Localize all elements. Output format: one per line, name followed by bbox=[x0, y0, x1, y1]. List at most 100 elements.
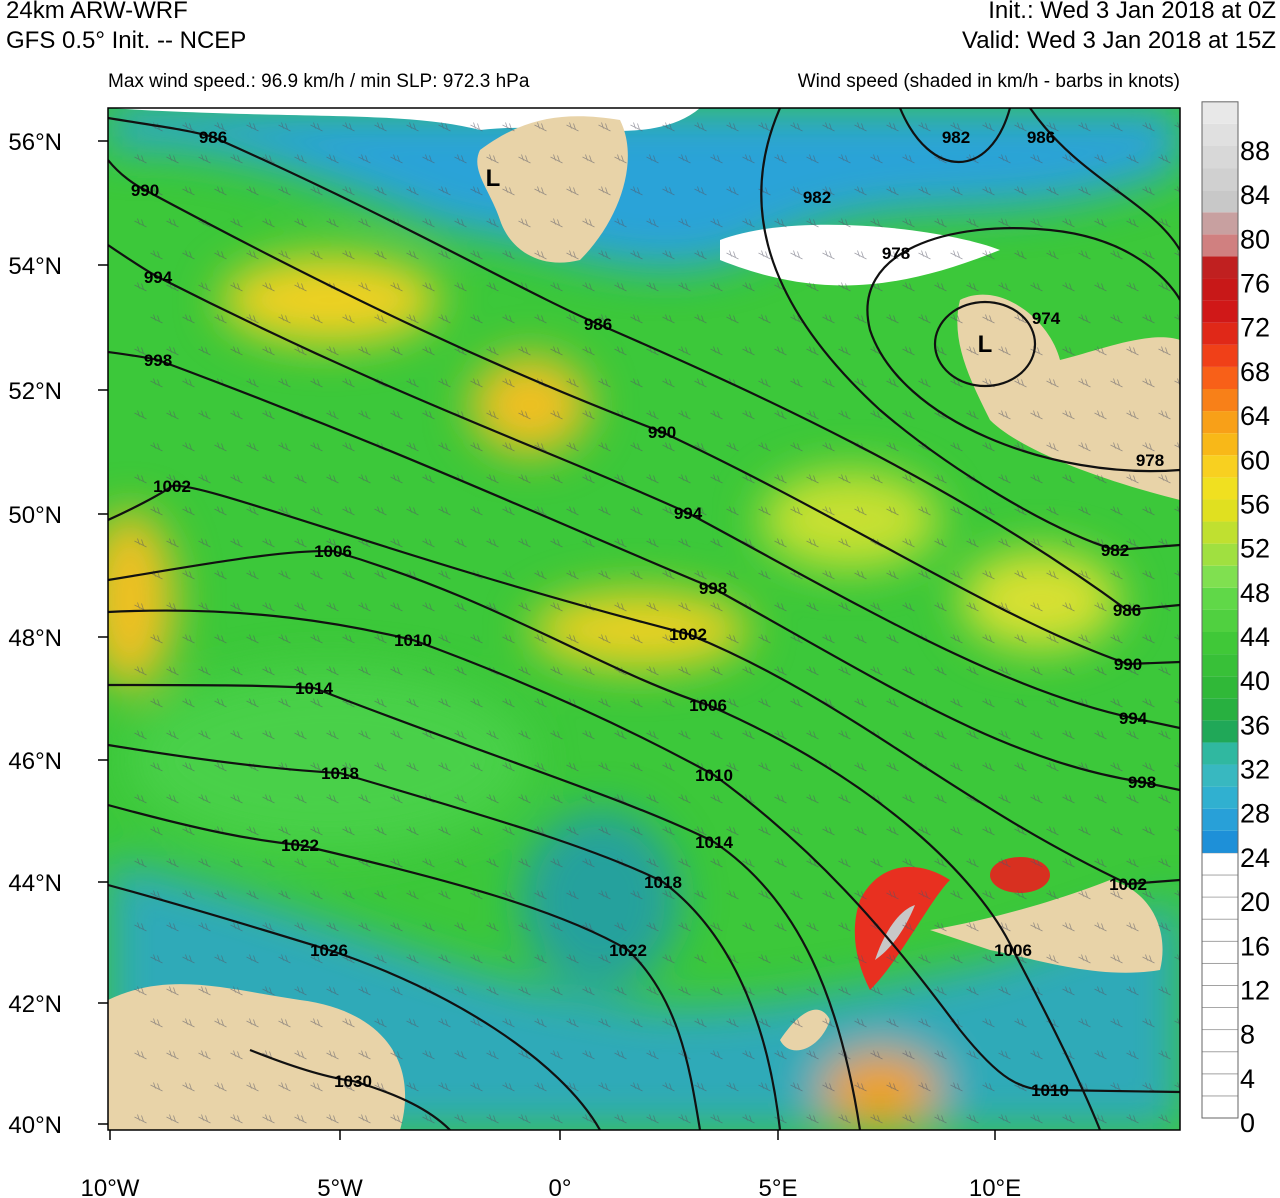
wind-barb bbox=[1046, 634, 1059, 644]
wind-barb bbox=[854, 378, 867, 388]
wind-barb bbox=[278, 250, 291, 260]
wind-barb bbox=[534, 506, 547, 516]
wind-barb bbox=[806, 666, 819, 676]
colorbar-swatch bbox=[1202, 676, 1238, 699]
wind-barb bbox=[1142, 1082, 1155, 1092]
wind-barb bbox=[358, 986, 371, 996]
wind-barb bbox=[678, 218, 691, 228]
isobar bbox=[108, 803, 702, 1130]
wind-barb bbox=[614, 602, 627, 612]
wind-barb bbox=[822, 890, 835, 900]
wind-barb bbox=[646, 794, 659, 804]
wind-barb bbox=[998, 602, 1011, 612]
wind-barb bbox=[886, 570, 899, 580]
wind-barb bbox=[278, 826, 291, 836]
wind-barb bbox=[934, 922, 947, 932]
wind-barb bbox=[630, 378, 643, 388]
wind-barb bbox=[742, 474, 755, 484]
wind-barb bbox=[134, 794, 147, 804]
wind-barb bbox=[310, 1082, 323, 1092]
wind-barb bbox=[710, 602, 723, 612]
wind-barb bbox=[294, 730, 307, 740]
wind-barb bbox=[630, 250, 643, 260]
isobar-label: 990 bbox=[648, 423, 676, 442]
wind-barb bbox=[230, 858, 243, 868]
wind-barb bbox=[358, 1114, 371, 1124]
wind-barb bbox=[1046, 954, 1059, 964]
wind-barb bbox=[742, 282, 755, 292]
wind-barb bbox=[278, 314, 291, 324]
wind-barb bbox=[790, 762, 803, 772]
wind-barb bbox=[150, 698, 163, 708]
wind-barb bbox=[390, 538, 403, 548]
isobar bbox=[108, 159, 1180, 666]
wind-barb bbox=[1014, 698, 1027, 708]
wind-barb bbox=[534, 762, 547, 772]
wind-barb bbox=[566, 570, 579, 580]
wind-barb bbox=[982, 570, 995, 580]
wind-barb bbox=[1126, 730, 1139, 740]
isobar-label: 990 bbox=[131, 181, 159, 200]
isobar bbox=[760, 108, 1180, 552]
wind-barb bbox=[790, 890, 803, 900]
wind-barb bbox=[870, 218, 883, 228]
wind-barb bbox=[758, 506, 771, 516]
colorbar-swatch bbox=[1201, 1073, 1239, 1097]
wind-barb bbox=[774, 218, 787, 228]
colorbar-swatch bbox=[1202, 256, 1238, 279]
wind-barb bbox=[470, 634, 483, 644]
wind-barb bbox=[1014, 250, 1027, 260]
wind-barb bbox=[550, 858, 563, 868]
wind-barb bbox=[886, 698, 899, 708]
wind-barb bbox=[262, 858, 275, 868]
wind-barb bbox=[710, 282, 723, 292]
wind-barb bbox=[438, 698, 451, 708]
colorbar-swatch bbox=[1202, 654, 1238, 677]
wind-barb bbox=[694, 186, 707, 196]
wind-barb bbox=[726, 1082, 739, 1092]
wind-barb bbox=[726, 186, 739, 196]
wind-barb bbox=[1174, 826, 1180, 833]
wind-barb bbox=[614, 986, 627, 996]
wind-barb bbox=[1078, 890, 1091, 900]
wind-barb bbox=[374, 762, 387, 772]
wind-barb bbox=[806, 538, 819, 548]
colorbar-label: 64 bbox=[1240, 401, 1270, 431]
wind-barb bbox=[502, 122, 515, 132]
wind-barb bbox=[998, 538, 1011, 548]
wind-barb bbox=[1062, 858, 1075, 868]
isobar-label: 1006 bbox=[689, 696, 727, 715]
wind-barb bbox=[182, 762, 195, 772]
wind-barb bbox=[1046, 570, 1059, 580]
wind-barb bbox=[310, 954, 323, 964]
wind-barb bbox=[742, 1114, 755, 1124]
wind-barb bbox=[870, 858, 883, 868]
wind-barb bbox=[374, 634, 387, 644]
wind-barb bbox=[726, 698, 739, 708]
wind-barb bbox=[678, 538, 691, 548]
wind-barb bbox=[422, 1114, 435, 1124]
wind-barb bbox=[758, 314, 771, 324]
wind-barb bbox=[294, 282, 307, 292]
wind-barb bbox=[550, 986, 563, 996]
wind-barb bbox=[838, 858, 851, 868]
wind-barb bbox=[870, 986, 883, 996]
wind-barb bbox=[390, 730, 403, 740]
wind-barb bbox=[342, 826, 355, 836]
wind-barb bbox=[726, 250, 739, 260]
wind-barb bbox=[358, 282, 371, 292]
wind-barb bbox=[422, 922, 435, 932]
wind-barb bbox=[566, 762, 579, 772]
wind-barb bbox=[582, 1114, 595, 1124]
wind-barb bbox=[1110, 506, 1123, 516]
wind-barb bbox=[342, 314, 355, 324]
wind-barb bbox=[1094, 154, 1107, 164]
wind-barb bbox=[278, 570, 291, 580]
wind-barb bbox=[662, 442, 675, 452]
wind-barb bbox=[838, 538, 851, 548]
wind-barb bbox=[1062, 154, 1075, 164]
wind-barb bbox=[1110, 762, 1123, 772]
wind-barb bbox=[486, 730, 499, 740]
wind-barb bbox=[1046, 250, 1059, 260]
